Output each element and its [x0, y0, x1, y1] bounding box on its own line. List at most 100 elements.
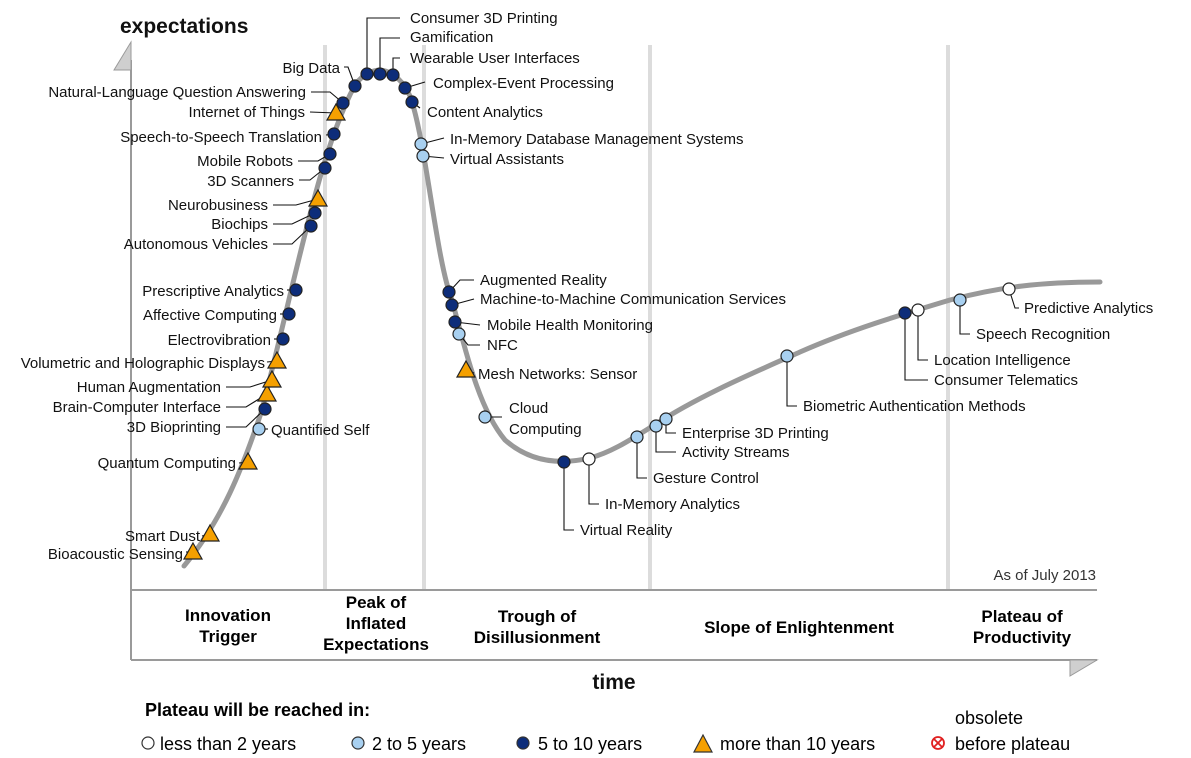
marker-neurobusiness — [307, 188, 329, 207]
label-virtual-reality: Virtual Reality — [580, 522, 673, 539]
phase-dividers — [323, 45, 950, 590]
legend-label-obsolete-line1: obsolete — [955, 708, 1023, 728]
label-machine-to-machine-communication-services: Machine-to-Machine Communication Service… — [480, 291, 786, 308]
label-prescriptive-analytics: Prescriptive Analytics — [142, 283, 284, 300]
legend-marker-gt10 — [693, 733, 713, 753]
phase-labels: Innovation Trigger Peak of Inflated Expectat… — [185, 593, 1072, 654]
label-gesture-control: Gesture Control — [653, 470, 759, 487]
label-wearable-user-interfaces: Wearable User Interfaces — [410, 50, 580, 67]
label-3d-bioprinting: 3D Bioprinting — [127, 419, 221, 436]
legend-label-5to10: 5 to 10 years — [538, 734, 642, 754]
marker-speech-recognition — [953, 293, 967, 307]
leader-virtual-reality — [563, 462, 574, 531]
label-volumetric-and-holographic-displays: Volumetric and Holographic Displays — [21, 355, 265, 372]
legend-title: Plateau will be reached in: — [145, 700, 370, 720]
label-biometric-authentication-methods: Biometric Authentication Methods — [803, 398, 1026, 415]
label-quantified-self: Quantified Self — [271, 422, 370, 439]
marker-brain-computer-interface — [256, 383, 278, 402]
marker-3d-bioprinting — [258, 402, 272, 416]
marker-nfc — [452, 327, 466, 341]
axes — [113, 40, 1099, 677]
legend-label-lt2: less than 2 years — [160, 734, 296, 754]
label-in-memory-database-management-systems: In-Memory Database Management Systems — [450, 131, 743, 148]
leader-gesture-control — [636, 437, 647, 479]
legend: Plateau will be reached in: less than 2 … — [141, 700, 1070, 754]
label-internet-of-things: Internet of Things — [189, 104, 305, 121]
label-speech-to-speech-translation: Speech-to-Speech Translation — [120, 129, 322, 146]
leader-neurobusiness — [273, 198, 319, 206]
label-consumer-telematics: Consumer Telematics — [934, 372, 1078, 389]
legend-marker-obsolete — [931, 736, 945, 750]
marker-mesh-networks-sensor — [455, 359, 477, 378]
marker-prescriptive-analytics — [289, 283, 303, 297]
marker-location-intelligence — [911, 303, 925, 317]
label-autonomous-vehicles: Autonomous Vehicles — [124, 236, 268, 253]
legend-label-obsolete-line2: before plateau — [955, 734, 1070, 754]
x-axis-arrow — [1069, 659, 1099, 677]
marker-machine-to-machine-communication-services — [445, 298, 459, 312]
marker-gamification — [373, 67, 387, 81]
label-activity-streams: Activity Streams — [682, 444, 790, 461]
y-axis-title: expectations — [120, 15, 248, 38]
marker-internet-of-things — [325, 102, 347, 121]
label-complex-event-processing: Complex-Event Processing — [433, 75, 614, 92]
label-mesh-networks-sensor: Mesh Networks: Sensor — [478, 366, 637, 383]
phase-label-5: Plateau of Productivity — [973, 607, 1072, 647]
phase-label-4: Slope of Enlightenment — [704, 618, 894, 637]
marker-complex-event-processing — [398, 81, 412, 95]
phase-label-1: Innovation Trigger — [185, 606, 271, 646]
label-virtual-assistants: Virtual Assistants — [450, 151, 564, 168]
marker-cloud-computing — [478, 410, 492, 424]
label-content-analytics: Content Analytics — [427, 104, 543, 121]
phase-label-2: Peak of Inflated Expectations — [323, 593, 429, 654]
y-axis-arrow — [113, 40, 132, 71]
marker-smart-dust — [199, 523, 221, 542]
leader-predictive-analytics — [1008, 288, 1019, 309]
marker-natural-language-question-answering — [336, 96, 350, 110]
leader-biometric-authentication-methods — [786, 356, 797, 407]
leader-activity-streams — [655, 426, 676, 453]
marker-biometric-authentication-methods — [780, 349, 794, 363]
leader-biochips — [273, 212, 316, 225]
marker-wearable-user-interfaces — [386, 68, 400, 82]
marker-virtual-reality — [557, 455, 571, 469]
leader-human-augmentation — [226, 379, 273, 388]
label-cloud-computing: Cloud Computing — [509, 400, 582, 438]
label-mobile-robots: Mobile Robots — [197, 153, 293, 170]
label-enterprise-3d-printing: Enterprise 3D Printing — [682, 425, 829, 442]
label-biochips: Biochips — [211, 216, 268, 233]
marker-augmented-reality — [442, 285, 456, 299]
label-natural-language-question-answering: Natural-Language Question Answering — [48, 84, 306, 101]
leader-gamification — [379, 37, 400, 74]
x-axis-title: time — [592, 671, 635, 694]
label-mobile-health-monitoring: Mobile Health Monitoring — [487, 317, 653, 334]
label-bioacoustic-sensing: Bioacoustic Sensing — [48, 546, 183, 563]
marker-3d-scanners — [318, 161, 332, 175]
marker-consumer-telematics — [898, 306, 912, 320]
leader-autonomous-vehicles — [273, 225, 312, 245]
marker-mobile-health-monitoring — [448, 315, 462, 329]
leader-speech-recognition — [959, 300, 970, 335]
marker-speech-to-speech-translation — [327, 127, 341, 141]
marker-electrovibration — [276, 332, 290, 346]
marker-virtual-assistants — [416, 149, 430, 163]
marker-content-analytics — [405, 95, 419, 109]
marker-biochips — [308, 206, 322, 220]
label-big-data: Big Data — [282, 60, 340, 77]
label-consumer-3d-printing: Consumer 3D Printing — [410, 10, 558, 27]
label-affective-computing: Affective Computing — [143, 307, 277, 324]
marker-in-memory-analytics — [582, 452, 596, 466]
marker-volumetric-and-holographic-displays — [266, 350, 288, 369]
leader-big-data — [344, 66, 356, 87]
leader-in-memory-analytics — [588, 459, 599, 505]
marker-bioacoustic-sensing — [182, 541, 204, 560]
leader-location-intelligence — [917, 310, 928, 361]
marker-predictive-analytics — [1002, 282, 1016, 296]
marker-enterprise-3d-printing — [659, 412, 673, 426]
marker-quantified-self — [252, 422, 266, 436]
marker-quantum-computing — [237, 451, 259, 470]
label-gamification: Gamification — [410, 29, 493, 46]
marker-mobile-robots — [323, 147, 337, 161]
